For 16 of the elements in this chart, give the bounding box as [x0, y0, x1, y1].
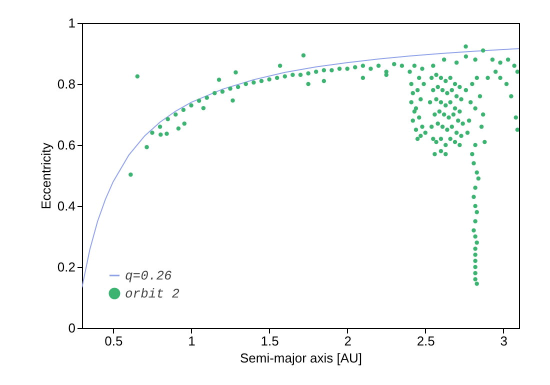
x-tick-label: 1.5	[260, 334, 279, 348]
x-axis-title: Semi-major axis [AU]	[240, 350, 362, 366]
legend-label: orbit 2	[125, 286, 180, 302]
y-tick-label: 0.8	[57, 76, 76, 92]
y-tick-label: 0.4	[57, 198, 76, 214]
x-tick-label: 3	[500, 334, 508, 348]
x-tick-label: 0.5	[104, 334, 123, 348]
legend-label: q=0.26	[125, 268, 172, 284]
y-tick-label: 0.6	[57, 138, 76, 152]
y-tick-label: 0	[68, 320, 76, 336]
x-tick-label: 2	[344, 334, 352, 348]
x-tick-label: 2.5	[416, 334, 435, 348]
x-tick-label: 1	[188, 334, 196, 348]
y-tick-label: 0.2	[57, 260, 76, 274]
y-tick-label: 1	[68, 16, 76, 30]
y-axis-title: Eccentricity	[38, 142, 54, 210]
